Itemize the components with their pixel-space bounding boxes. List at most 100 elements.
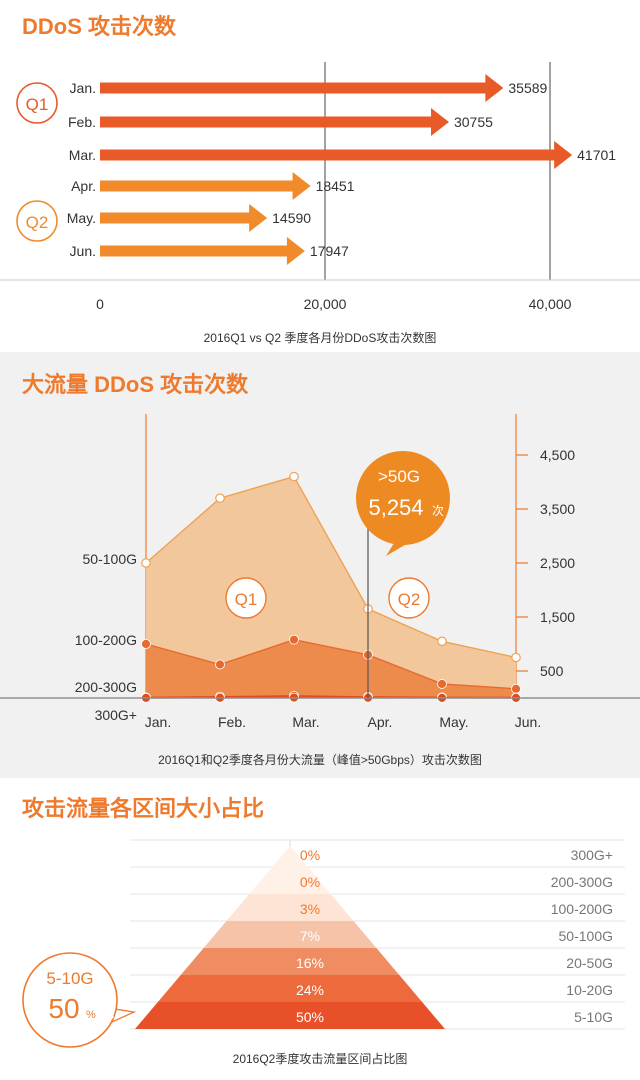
- point-50-100G: [215, 493, 225, 503]
- series-label-50-100G: 50-100G: [83, 551, 137, 567]
- value-label: 14590: [272, 210, 311, 226]
- y-tick-label: 3,500: [540, 501, 575, 517]
- bar-chart-monthly-attacks: DDoS 攻击次数 Jan. 35589 Feb. 30755 Mar. 41701 Apr…: [0, 14, 640, 345]
- area-series: [141, 471, 521, 703]
- callout-unit: 次: [432, 504, 444, 518]
- panel2-x-ticks: Jan. Feb. Mar. Apr. May. Jun.: [145, 714, 541, 730]
- bar-feb: [100, 108, 449, 136]
- funnel-value: 16%: [296, 955, 324, 971]
- badge-range-label: 5-10G: [46, 969, 93, 988]
- area-50-100G: [146, 476, 516, 698]
- badge-5-10g: 5-10G 50 %: [22, 952, 137, 1048]
- value-label: 41701: [577, 147, 616, 163]
- funnel-range-label: 20-50G: [566, 955, 613, 971]
- badge-percent-unit: %: [86, 1009, 96, 1021]
- bar-may: [100, 204, 268, 232]
- q1-badge-label: Q1: [26, 95, 49, 114]
- series-label-300G+: 300G+: [95, 707, 137, 723]
- point-100-200G: [215, 659, 225, 670]
- bar-mar: [100, 141, 573, 169]
- panel2-title: 大流量 DDoS 攻击次数: [22, 372, 249, 397]
- panel3-title: 攻击流量各区间大小占比: [22, 796, 264, 821]
- series-label-200-300G: 200-300G: [75, 679, 137, 695]
- point-100-200G: [511, 683, 521, 694]
- funnel-band-300G+: [272, 846, 308, 867]
- category-label: Jan.: [70, 80, 96, 96]
- funnel-value: 50%: [296, 1009, 324, 1025]
- funnel-value: 0%: [300, 874, 320, 890]
- area-100-200G: [146, 639, 516, 698]
- point-50-100G: [511, 652, 521, 663]
- funnel-range-label: 5-10G: [574, 1009, 613, 1025]
- q2-area-badge: Q2: [388, 577, 430, 619]
- series-labels: 50-100G 100-200G 200-300G 300G+: [75, 551, 137, 723]
- bar-jun: [100, 237, 305, 265]
- funnel-band-100-200G: [226, 894, 354, 921]
- funnel-chart-traffic-share: 攻击流量各区间大小占比 0% 300G+ 0% 200-300G 3% 100-200G 7…: [22, 796, 625, 1066]
- funnel-range-label: 300G+: [571, 847, 613, 863]
- point-100-200G: [289, 634, 299, 645]
- value-label: 30755: [454, 114, 493, 130]
- category-label: Feb.: [68, 114, 96, 130]
- q1-area-badge: Q1: [225, 577, 267, 619]
- y-tick-label: 4,500: [540, 447, 575, 463]
- funnel-value: 24%: [296, 982, 324, 998]
- q1-area-label: Q1: [235, 590, 258, 609]
- point-50-100G: [141, 558, 151, 568]
- value-label: 18451: [316, 178, 355, 194]
- q2-badge-label: Q2: [26, 213, 49, 232]
- funnel-value: 3%: [300, 901, 320, 917]
- bar-apr: [100, 172, 311, 200]
- right-y-ticks: 500 1,500 2,500 3,500 4,500: [516, 447, 575, 679]
- callout-bubble: [356, 451, 450, 545]
- q2-area-label: Q2: [398, 590, 421, 609]
- point-50-100G: [437, 636, 447, 647]
- value-label: 35589: [508, 80, 547, 96]
- value-label: 17947: [310, 243, 349, 259]
- panel2-caption: 2016Q1和Q2季度各月份大流量（峰值>50Gbps）攻击次数图: [158, 752, 482, 767]
- bar-jan: [100, 74, 504, 102]
- x-tick-label: Jan.: [145, 714, 171, 730]
- category-label: May.: [67, 210, 96, 226]
- q1-group-badge: Q1: [16, 82, 58, 124]
- y-tick-label: 500: [540, 663, 564, 679]
- x-tick-label: Apr.: [368, 714, 393, 730]
- panel-large-traffic-attacks: 大流量 DDoS 攻击次数 500 1,500 2,500 3,500 4,500 Ja…: [0, 352, 640, 778]
- funnel-range-label: 10-20G: [566, 982, 613, 998]
- panel1-caption: 2016Q1 vs Q2 季度各月份DDoS攻击次数图: [204, 330, 437, 345]
- funnel-band-200-300G: [249, 867, 331, 894]
- funnel-band-5-10G: [135, 1002, 445, 1029]
- category-label: Apr.: [71, 178, 96, 194]
- funnel-band-50-100G: [203, 921, 377, 948]
- point-100-200G: [141, 639, 151, 649]
- panel1-x-ticks: 0 20,000 40,000: [96, 296, 572, 312]
- category-label: Jun.: [70, 243, 96, 259]
- x-tick-label: May.: [439, 714, 468, 730]
- y-tick-label: 2,500: [540, 555, 575, 571]
- panel1-gridlines: [324, 62, 551, 280]
- funnel-range-label: 50-100G: [559, 928, 613, 944]
- panel-traffic-range-share: 攻击流量各区间大小占比 0% 300G+ 0% 200-300G 3% 100-200G 7…: [0, 778, 640, 1080]
- funnel-labels: 0% 300G+ 0% 200-300G 3% 100-200G 7% 50-100G 16% 2…: [296, 847, 613, 1025]
- funnel-range-label: 100-200G: [551, 901, 613, 917]
- point-100-200G: [437, 679, 447, 689]
- x-tick-label: 0: [96, 296, 104, 312]
- y-tick-label: 1,500: [540, 609, 575, 625]
- funnel-range-label: 200-300G: [551, 874, 613, 890]
- q2-group-badge: Q2: [16, 200, 58, 242]
- funnel-shape: [135, 846, 445, 1029]
- series-label-100-200G: 100-200G: [75, 632, 137, 648]
- area-chart-large-traffic: 大流量 DDoS 攻击次数 500 1,500 2,500 3,500 4,500 Ja…: [0, 372, 640, 767]
- callout-value: 5,254: [368, 495, 423, 520]
- x-tick-label: Mar.: [292, 714, 319, 730]
- x-tick-label: Jun.: [515, 714, 541, 730]
- panel1-bars: Jan. 35589 Feb. 30755 Mar. 41701 Apr. 18451 May.…: [67, 74, 616, 265]
- panel-ddos-attack-count: DDoS 攻击次数 Jan. 35589 Feb. 30755 Mar. 41701 Apr…: [0, 0, 640, 352]
- x-tick-label: 40,000: [529, 296, 572, 312]
- x-tick-label: 20,000: [304, 296, 347, 312]
- funnel-band-10-20G: [157, 975, 423, 1002]
- callout-threshold: >50G: [378, 467, 420, 486]
- line-100-200G: [145, 638, 517, 690]
- category-label: Mar.: [69, 147, 96, 163]
- panel1-title: DDoS 攻击次数: [22, 14, 177, 39]
